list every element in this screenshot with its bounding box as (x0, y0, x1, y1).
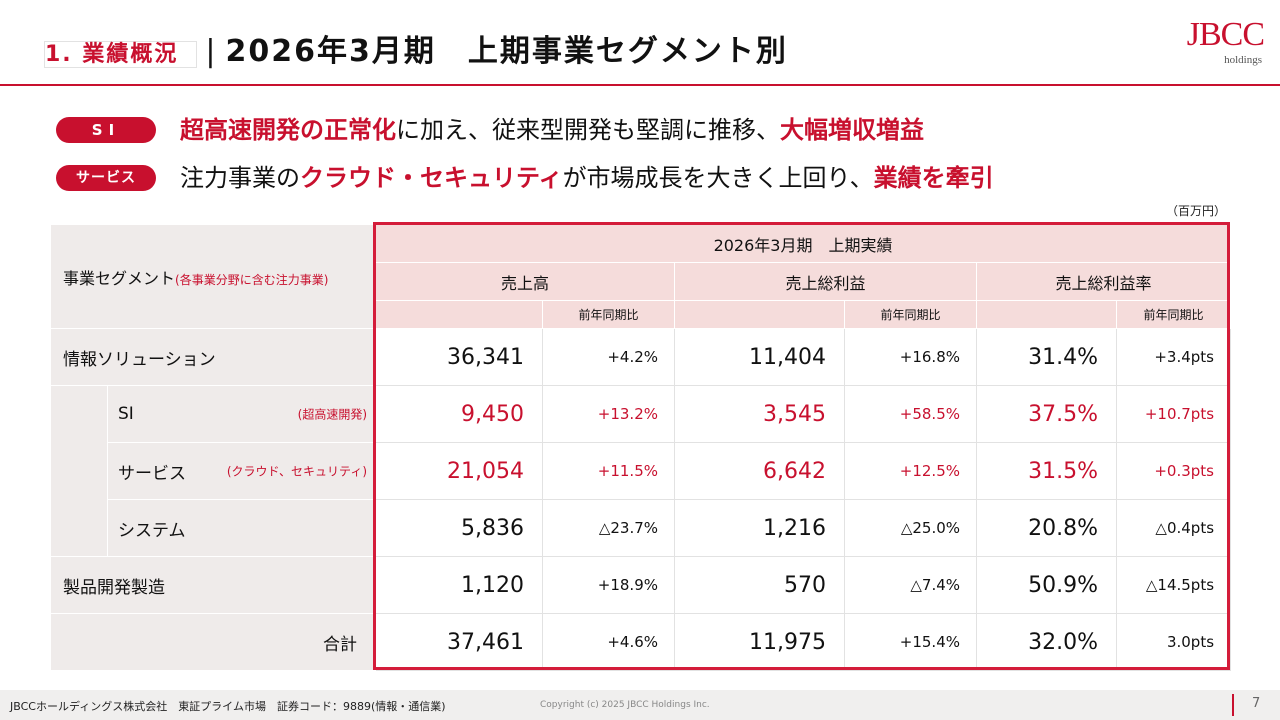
gross-margin-yoy: 3.0pts (1116, 613, 1232, 671)
header-divider (0, 84, 1280, 86)
headline-emphasis: 大幅増収増益 (780, 116, 924, 144)
gross-margin-yoy: △0.4pts (1116, 499, 1232, 557)
headline-emphasis: 業績を牽引 (873, 164, 994, 192)
gross-profit-yoy: +58.5% (844, 385, 978, 443)
sales-value: 21,054 (375, 442, 544, 500)
gross-profit-yoy: △7.4% (844, 556, 978, 614)
gross-margin-yoy: +10.7pts (1116, 385, 1232, 443)
sales-value: 9,450 (375, 385, 544, 443)
table-row-total: 合計 37,461 +4.6% 11,975 +15.4% 32.0% 3.0p… (49, 613, 1232, 671)
slide-header: 1. 業績概況 | 2026年3月期 上期事業セグメント別 JBCC holding… (0, 0, 1280, 84)
segment-results-table: 事業セグメント(各事業分野に含む注力事業) 2026年3月期 上期実績 売上高 … (49, 224, 1232, 671)
gross-profit-yoy: +15.4% (844, 613, 978, 671)
sales-yoy: +4.6% (542, 613, 676, 671)
gross-profit-yoy: △25.0% (844, 499, 978, 557)
row-name-label: SI (118, 404, 134, 424)
table-header-row: 売上高 売上総利益 売上総利益率 (51, 262, 1232, 301)
row-name: 製品開発製造 (49, 556, 377, 614)
gross-profit-value: 11,404 (674, 328, 846, 386)
footer-company: JBCCホールディングス株式会社 東証プライム市場 証券コード：9889(情報・… (10, 700, 446, 713)
column-header-gross-margin: 売上総利益率 (976, 262, 1232, 301)
headline-body: が市場成長を大きく上回り、 (562, 164, 874, 192)
sales-value: 36,341 (375, 328, 544, 386)
gross-margin-value: 37.5% (976, 385, 1118, 443)
gross-margin-yoy: △14.5pts (1116, 556, 1232, 614)
gross-profit-value: 570 (674, 556, 846, 614)
headline-si-text: 超高速開発の正常化に加え、従来型開発も堅調に推移、大幅増収増益 (180, 113, 924, 147)
row-note: (超高速開発) (297, 407, 368, 422)
row-name: 情報ソリューション (49, 328, 377, 386)
sales-yoy: +18.9% (542, 556, 676, 614)
indent-spacer (50, 385, 108, 557)
yoy-header: 前年同期比 (844, 300, 978, 329)
gross-profit-value: 1,216 (674, 499, 846, 557)
headline-body: に加え、従来型開発も堅調に推移、 (396, 116, 780, 144)
footer-accent-bar (1232, 694, 1234, 716)
segment-header-note: (各事業分野に含む注力事業) (175, 273, 329, 287)
table-row: SI (超高速開発) 9,450 +13.2% 3,545 +58.5% 37.5… (50, 385, 1232, 557)
unit-label: （百万円） (1165, 204, 1226, 218)
logo-text: JBCC (1186, 16, 1265, 53)
title-subtitle: 2026年3月期 上期事業セグメント別 (225, 34, 788, 69)
sales-value: 5,836 (375, 499, 544, 557)
headline-body: 注力事業の (180, 164, 300, 192)
table-row: 製品開発製造 1,120 +18.9% 570 △7.4% 50.9% △14.… (49, 556, 1232, 614)
company-logo: JBCC holdings (1180, 16, 1265, 72)
headline-service-text: 注力事業のクラウド・セキュリティが市場成長を大きく上回り、業績を牽引 (180, 161, 994, 195)
gross-margin-value: 31.5% (976, 442, 1118, 500)
yoy-header: 前年同期比 (542, 300, 676, 329)
row-name-label: サービス (118, 463, 186, 484)
header-blank (976, 300, 1118, 329)
gross-profit-value: 11,975 (674, 613, 846, 671)
gross-margin-value: 20.8% (976, 499, 1118, 557)
page-number: 7 (1252, 696, 1261, 711)
header-blank (375, 300, 544, 329)
row-note: (クラウド、セキュリティ) (226, 464, 368, 479)
sales-value: 1,120 (375, 556, 544, 614)
gross-margin-yoy: +3.4pts (1116, 328, 1232, 386)
slide-footer: JBCCホールディングス株式会社 東証プライム市場 証券コード：9889(情報・… (0, 690, 1280, 720)
logo-subtext: holdings (1224, 54, 1262, 66)
row-name: 合計 (49, 613, 377, 671)
gross-margin-value: 32.0% (976, 613, 1118, 671)
row-name: SI (超高速開発) (106, 385, 377, 443)
table-header-row: 事業セグメント(各事業分野に含む注力事業) 2026年3月期 上期実績 (49, 224, 1232, 329)
pill-si: SI (56, 117, 156, 143)
period-header: 2026年3月期 上期実績 (375, 224, 1232, 263)
gross-margin-value: 31.4% (976, 328, 1118, 386)
slide-title: 1. 業績概況 | 2026年3月期 上期事業セグメント別 (44, 26, 788, 70)
title-separator: | (205, 34, 218, 69)
table-row: システム 5,836 △23.7% 1,216 △25.0% 20.8% △0.… (51, 499, 1232, 557)
sales-yoy: +13.2% (542, 385, 676, 443)
gross-margin-yoy: +0.3pts (1116, 442, 1232, 500)
sales-yoy: △23.7% (542, 499, 676, 557)
headline-emphasis: 超高速開発の正常化 (180, 116, 396, 144)
table-row: サービス (クラウド、セキュリティ) 21,054 +11.5% 6,642 +1… (51, 442, 1232, 500)
table-header-row: 前年同期比 前年同期比 前年同期比 (51, 300, 1232, 329)
sales-yoy: +4.2% (542, 328, 676, 386)
column-header-gross-profit: 売上総利益 (674, 262, 978, 301)
section-label: 1. 業績概況 (44, 41, 198, 68)
headline-emphasis: クラウド・セキュリティ (300, 164, 563, 192)
gross-profit-yoy: +16.8% (844, 328, 978, 386)
footer-copyright: Copyright (c) 2025 JBCC Holdings Inc. (540, 700, 710, 710)
row-name: システム (106, 499, 377, 557)
table-row: 情報ソリューション 36,341 +4.2% 11,404 +16.8% 31.… (49, 328, 1232, 386)
gross-profit-yoy: +12.5% (844, 442, 978, 500)
segment-column-header: 事業セグメント(各事業分野に含む注力事業) (49, 224, 377, 329)
sales-yoy: +11.5% (542, 442, 676, 500)
row-name: サービス (クラウド、セキュリティ) (106, 442, 377, 500)
column-header-sales: 売上高 (375, 262, 676, 301)
header-blank (674, 300, 846, 329)
yoy-header: 前年同期比 (1116, 300, 1232, 329)
segment-header-label: 事業セグメント (63, 269, 176, 288)
pill-service: サービス (56, 165, 156, 191)
sales-value: 37,461 (375, 613, 544, 671)
gross-profit-value: 3,545 (674, 385, 846, 443)
gross-margin-value: 50.9% (976, 556, 1118, 614)
gross-profit-value: 6,642 (674, 442, 846, 500)
